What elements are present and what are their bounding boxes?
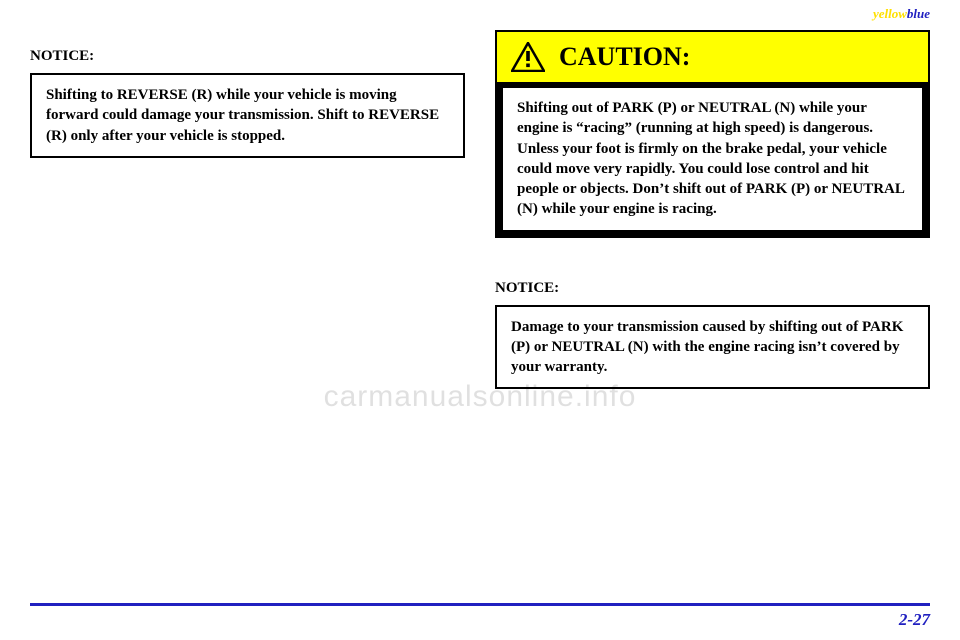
right-column: CAUTION: Shifting out of PARK (P) or NEU… <box>495 30 930 389</box>
watermark-blue: blue <box>907 6 930 21</box>
caution-title: CAUTION: <box>559 42 690 72</box>
notice-label: NOTICE: <box>495 280 930 297</box>
notice-box: Shifting to REVERSE (R) while your vehic… <box>30 73 465 158</box>
top-watermark: yellowblue <box>873 6 930 22</box>
notice-body-text: Damage to your transmission caused by sh… <box>511 319 903 376</box>
footer-rule <box>30 603 930 606</box>
notice-box: Damage to your transmission caused by sh… <box>495 305 930 390</box>
caution-body: Shifting out of PARK (P) or NEUTRAL (N) … <box>503 88 922 230</box>
caution-body-text: Shifting out of PARK (P) or NEUTRAL (N) … <box>517 100 904 217</box>
notice-label: NOTICE: <box>30 48 465 65</box>
caution-box: CAUTION: Shifting out of PARK (P) or NEU… <box>495 30 930 238</box>
caution-header: CAUTION: <box>497 32 928 82</box>
notice-body-text: Shifting to REVERSE (R) while your vehic… <box>46 87 439 144</box>
watermark-yellow: yellow <box>873 6 907 21</box>
left-column: NOTICE: Shifting to REVERSE (R) while yo… <box>30 30 465 389</box>
warning-triangle-icon <box>511 42 545 72</box>
page-number: 2-27 <box>899 610 930 630</box>
content-columns: NOTICE: Shifting to REVERSE (R) while yo… <box>0 0 960 389</box>
